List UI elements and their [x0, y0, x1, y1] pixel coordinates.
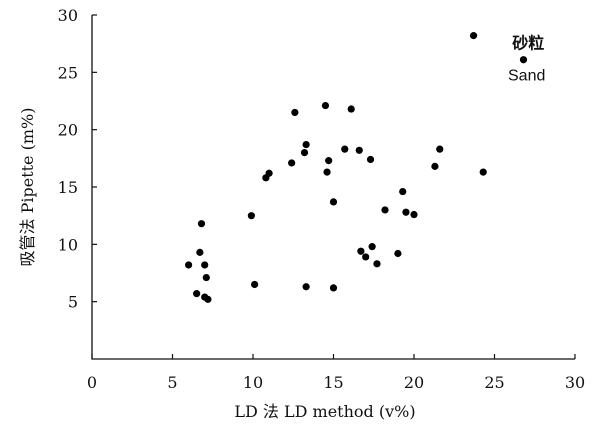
scatter-point [325, 157, 333, 165]
scatter-point [519, 56, 528, 64]
scatter-point [288, 159, 296, 167]
scatter-point [193, 290, 201, 298]
scatter-point [323, 168, 331, 176]
scatter-point [469, 32, 478, 40]
scatter-point [373, 260, 381, 268]
scatter-point [402, 208, 410, 216]
chart-annotations: 砂粒 Sand [508, 34, 545, 85]
x-tick-label: 5 [167, 373, 177, 392]
scatter-point [399, 187, 407, 196]
scatter-point [251, 280, 259, 289]
x-tick-label: 10 [243, 373, 263, 392]
annotation-label: Sand [508, 68, 545, 85]
scatter-point [362, 253, 370, 261]
scatter-point [321, 101, 330, 110]
scatter-point [341, 145, 349, 153]
scatter-point [381, 206, 389, 214]
scatter-point [368, 243, 376, 251]
y-tick-label: 10 [58, 235, 78, 254]
y-tick-label: 25 [58, 63, 78, 82]
scatter-point [302, 140, 310, 149]
x-tick-label: 15 [323, 373, 343, 392]
y-tick-label: 30 [58, 6, 78, 25]
scatter-point [366, 155, 375, 164]
scatter-point [247, 212, 255, 220]
x-tick-label: 25 [484, 373, 504, 392]
scatter-point [202, 273, 210, 282]
y-tick-label: 15 [58, 178, 78, 197]
scatter-point [431, 162, 439, 170]
scatter-point [185, 261, 193, 269]
scatter-point [479, 168, 487, 176]
y-axis-ticks: 5 10 15 20 25 30 [58, 6, 97, 312]
x-axis-title: LD 法 LD method (v%) [234, 402, 415, 421]
scatter-point [329, 284, 338, 292]
y-tick-label: 5 [68, 293, 78, 312]
scatter-point [300, 149, 309, 157]
scatter-point [357, 247, 365, 255]
data-points [185, 32, 528, 303]
y-tick-label: 20 [58, 121, 78, 140]
scatter-point [329, 198, 338, 206]
scatter-point [394, 249, 402, 258]
scatter-point [302, 283, 310, 291]
scatter-point [347, 105, 355, 113]
scatter-point [265, 169, 273, 177]
scatter-point [355, 146, 363, 154]
x-axis-ticks: 0 5 10 15 20 25 30 [87, 354, 585, 392]
scatter-point [201, 261, 209, 269]
scatter-point [196, 248, 204, 256]
scatter-point [291, 108, 299, 117]
annotation-label: 砂粒 [512, 34, 544, 53]
scatter-point [436, 145, 444, 153]
x-tick-label: 0 [87, 373, 97, 392]
scatter-point [410, 210, 418, 219]
scatter-point [197, 220, 206, 228]
x-tick-label: 20 [404, 373, 424, 392]
x-tick-label: 30 [565, 373, 585, 392]
y-axis-title: 吸管法 Pipette (m%) [18, 108, 37, 267]
scatter-point [204, 295, 212, 303]
